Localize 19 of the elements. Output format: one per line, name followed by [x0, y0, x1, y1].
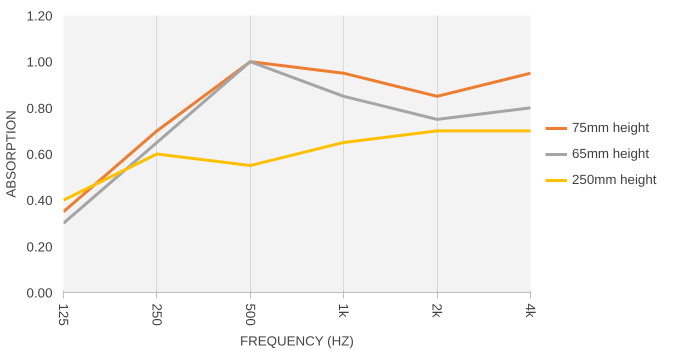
x-tick-label: 4k	[523, 304, 538, 318]
y-tick-label: 0.40	[26, 193, 53, 208]
y-tick-label: 0.80	[26, 100, 53, 116]
y-tick-label: 1.00	[26, 54, 53, 70]
line-series	[64, 129, 530, 202]
legend-label: 65mm height	[572, 146, 650, 161]
x-tick-label: 2k	[430, 304, 445, 318]
y-tick-label: 0.00	[26, 286, 53, 300]
x-axis-title: FREQUENCY (HZ)	[240, 334, 354, 349]
y-tick-label: 1.20	[26, 8, 53, 24]
y-tick-label: 0.20	[26, 239, 53, 254]
legend-label: 75mm height	[572, 120, 650, 135]
x-tick-label: 1k	[336, 304, 352, 318]
y-axis-title: ABSORPTION	[4, 110, 19, 198]
y-tick-label: 0.60	[26, 147, 53, 162]
x-tick-label: 500	[242, 304, 258, 326]
x-tick-label: 125	[56, 304, 71, 326]
legend-label: 250mm height	[572, 172, 656, 187]
x-tick-label: 250	[149, 304, 164, 326]
